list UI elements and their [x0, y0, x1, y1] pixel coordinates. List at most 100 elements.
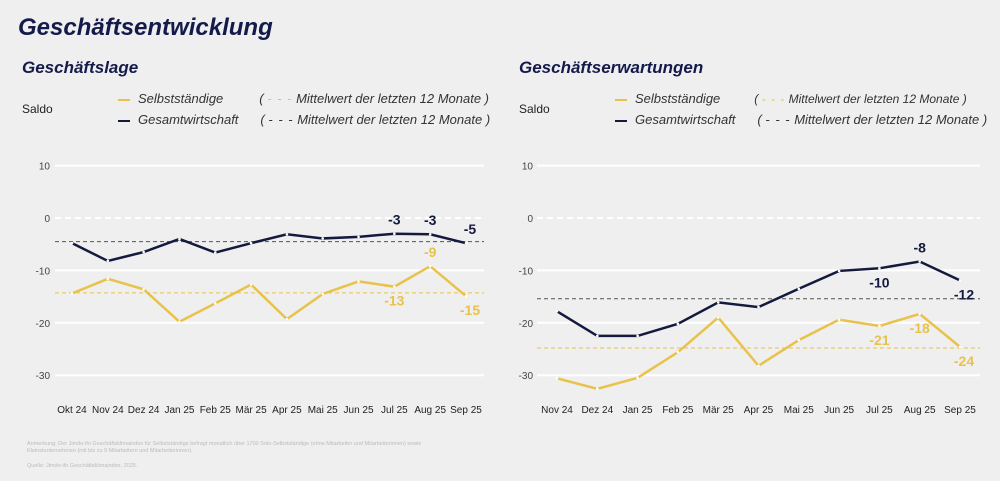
data-label: -10 — [869, 274, 889, 290]
legend-dash: - - - — [268, 112, 294, 127]
x-tick-label: Aug 25 — [414, 405, 446, 416]
legend-avg: Mittelwert der letzten 12 Monate — [794, 112, 980, 127]
data-point — [393, 285, 396, 288]
x-tick-label: Aug 25 — [904, 405, 936, 416]
legend-label: Selbstständige — [635, 91, 721, 106]
x-tick-label: Jan 25 — [623, 405, 653, 416]
x-tick-label: Jul 25 — [866, 405, 893, 416]
series-line-gesamt — [71, 232, 467, 263]
data-point — [321, 292, 325, 296]
x-tick-label: Sep 25 — [450, 405, 482, 416]
x-tick-label: Mai 25 — [784, 405, 814, 416]
page-title: Geschäftsentwicklung — [18, 14, 273, 41]
y-tick-label: 0 — [44, 214, 50, 225]
chart-title-lage: Geschäftslage — [22, 58, 139, 77]
y-tick-label: 10 — [39, 162, 51, 173]
legend-gesamt-lage: Gesamtwirtschaft( - - - Mittelwert der l… — [118, 112, 490, 127]
data-point — [393, 232, 396, 236]
data-point — [428, 232, 432, 236]
data-point — [555, 309, 559, 313]
data-point — [249, 283, 253, 286]
legend-dash: - - - — [761, 92, 786, 106]
data-point — [757, 364, 760, 368]
data-point — [636, 376, 639, 380]
y-tick-label: -10 — [519, 266, 534, 277]
x-tick-label: Sep 25 — [944, 405, 976, 416]
legend-avg: Mittelwert der letzten 12 Monate — [296, 91, 482, 106]
data-point — [716, 301, 720, 304]
data-point — [837, 269, 841, 273]
data-point — [596, 387, 599, 391]
legend-label: Gesamtwirtschaft — [138, 112, 239, 127]
x-tick-label: Mär 25 — [703, 405, 735, 416]
data-point — [596, 334, 599, 338]
y-tick-label: -10 — [36, 266, 51, 277]
data-point — [555, 377, 559, 380]
data-point — [636, 334, 639, 338]
data-point — [357, 280, 360, 283]
data-point — [285, 232, 289, 236]
data-label: -3 — [424, 212, 437, 228]
data-point — [797, 287, 801, 291]
x-tick-label: Apr 25 — [272, 405, 302, 416]
x-tick-label: Jan 25 — [164, 405, 194, 416]
data-point — [357, 235, 360, 239]
x-tick-label: Dez 24 — [581, 405, 613, 416]
data-point — [757, 305, 760, 309]
y-label-lage: Saldo — [22, 102, 53, 116]
data-label: -8 — [913, 239, 926, 255]
data-point — [464, 294, 468, 298]
y-tick-label: 0 — [527, 214, 533, 225]
data-point — [321, 237, 325, 240]
chart-title-erwartungen: Geschäftserwartungen — [519, 58, 704, 77]
data-label: -12 — [954, 286, 974, 302]
data-point — [428, 264, 432, 268]
data-point — [142, 250, 145, 254]
x-tick-label: Apr 25 — [744, 405, 774, 416]
data-label: -5 — [464, 221, 477, 237]
data-point — [178, 237, 181, 241]
legend-avg: Mittelwert der letzten 12 Monate — [788, 92, 960, 106]
legend-avg: Mittelwert der letzten 12 Monate — [297, 112, 483, 127]
y-tick-label: 10 — [522, 162, 534, 173]
data-point — [285, 317, 289, 321]
data-point — [958, 279, 962, 282]
legend-selbst-erw: Selbstständige( - - - Mittelwert der let… — [615, 91, 967, 106]
x-tick-label: Feb 25 — [662, 405, 694, 416]
data-point — [464, 241, 468, 245]
data-point — [878, 324, 881, 328]
y-tick-label: -20 — [519, 319, 534, 330]
data-point — [797, 338, 801, 342]
data-label: -9 — [424, 244, 437, 260]
x-tick-label: Feb 25 — [200, 405, 232, 416]
x-tick-label: Jun 25 — [824, 405, 854, 416]
y-tick-label: -20 — [36, 319, 51, 330]
legend-label: Gesamtwirtschaft — [635, 112, 736, 127]
data-point — [716, 316, 720, 319]
data-point — [958, 345, 962, 349]
x-tick-label: Nov 24 — [541, 405, 573, 416]
y-label-erwartungen: Saldo — [519, 102, 550, 116]
data-point — [213, 302, 217, 305]
x-tick-label: Nov 24 — [92, 405, 124, 416]
x-tick-label: Mai 25 — [308, 405, 338, 416]
y-tick-label: -30 — [36, 371, 51, 382]
y-tick-label: -30 — [519, 371, 534, 382]
data-point — [70, 292, 74, 295]
data-point — [878, 267, 881, 270]
legend-dash: - - - — [267, 91, 293, 106]
data-point — [213, 251, 217, 254]
data-point — [837, 318, 841, 321]
x-tick-label: Mär 25 — [236, 405, 268, 416]
series-line-selbst — [556, 312, 961, 391]
footnote: Anmerkung: Der Jimdo-ifo Geschäftsklimai… — [27, 441, 422, 454]
data-point — [106, 277, 110, 281]
data-point — [70, 241, 74, 245]
legend-label: Selbstständige — [138, 91, 224, 106]
data-point — [676, 322, 680, 326]
x-tick-label: Jun 25 — [344, 405, 374, 416]
data-point — [106, 259, 110, 263]
series-line-selbst — [71, 264, 467, 324]
